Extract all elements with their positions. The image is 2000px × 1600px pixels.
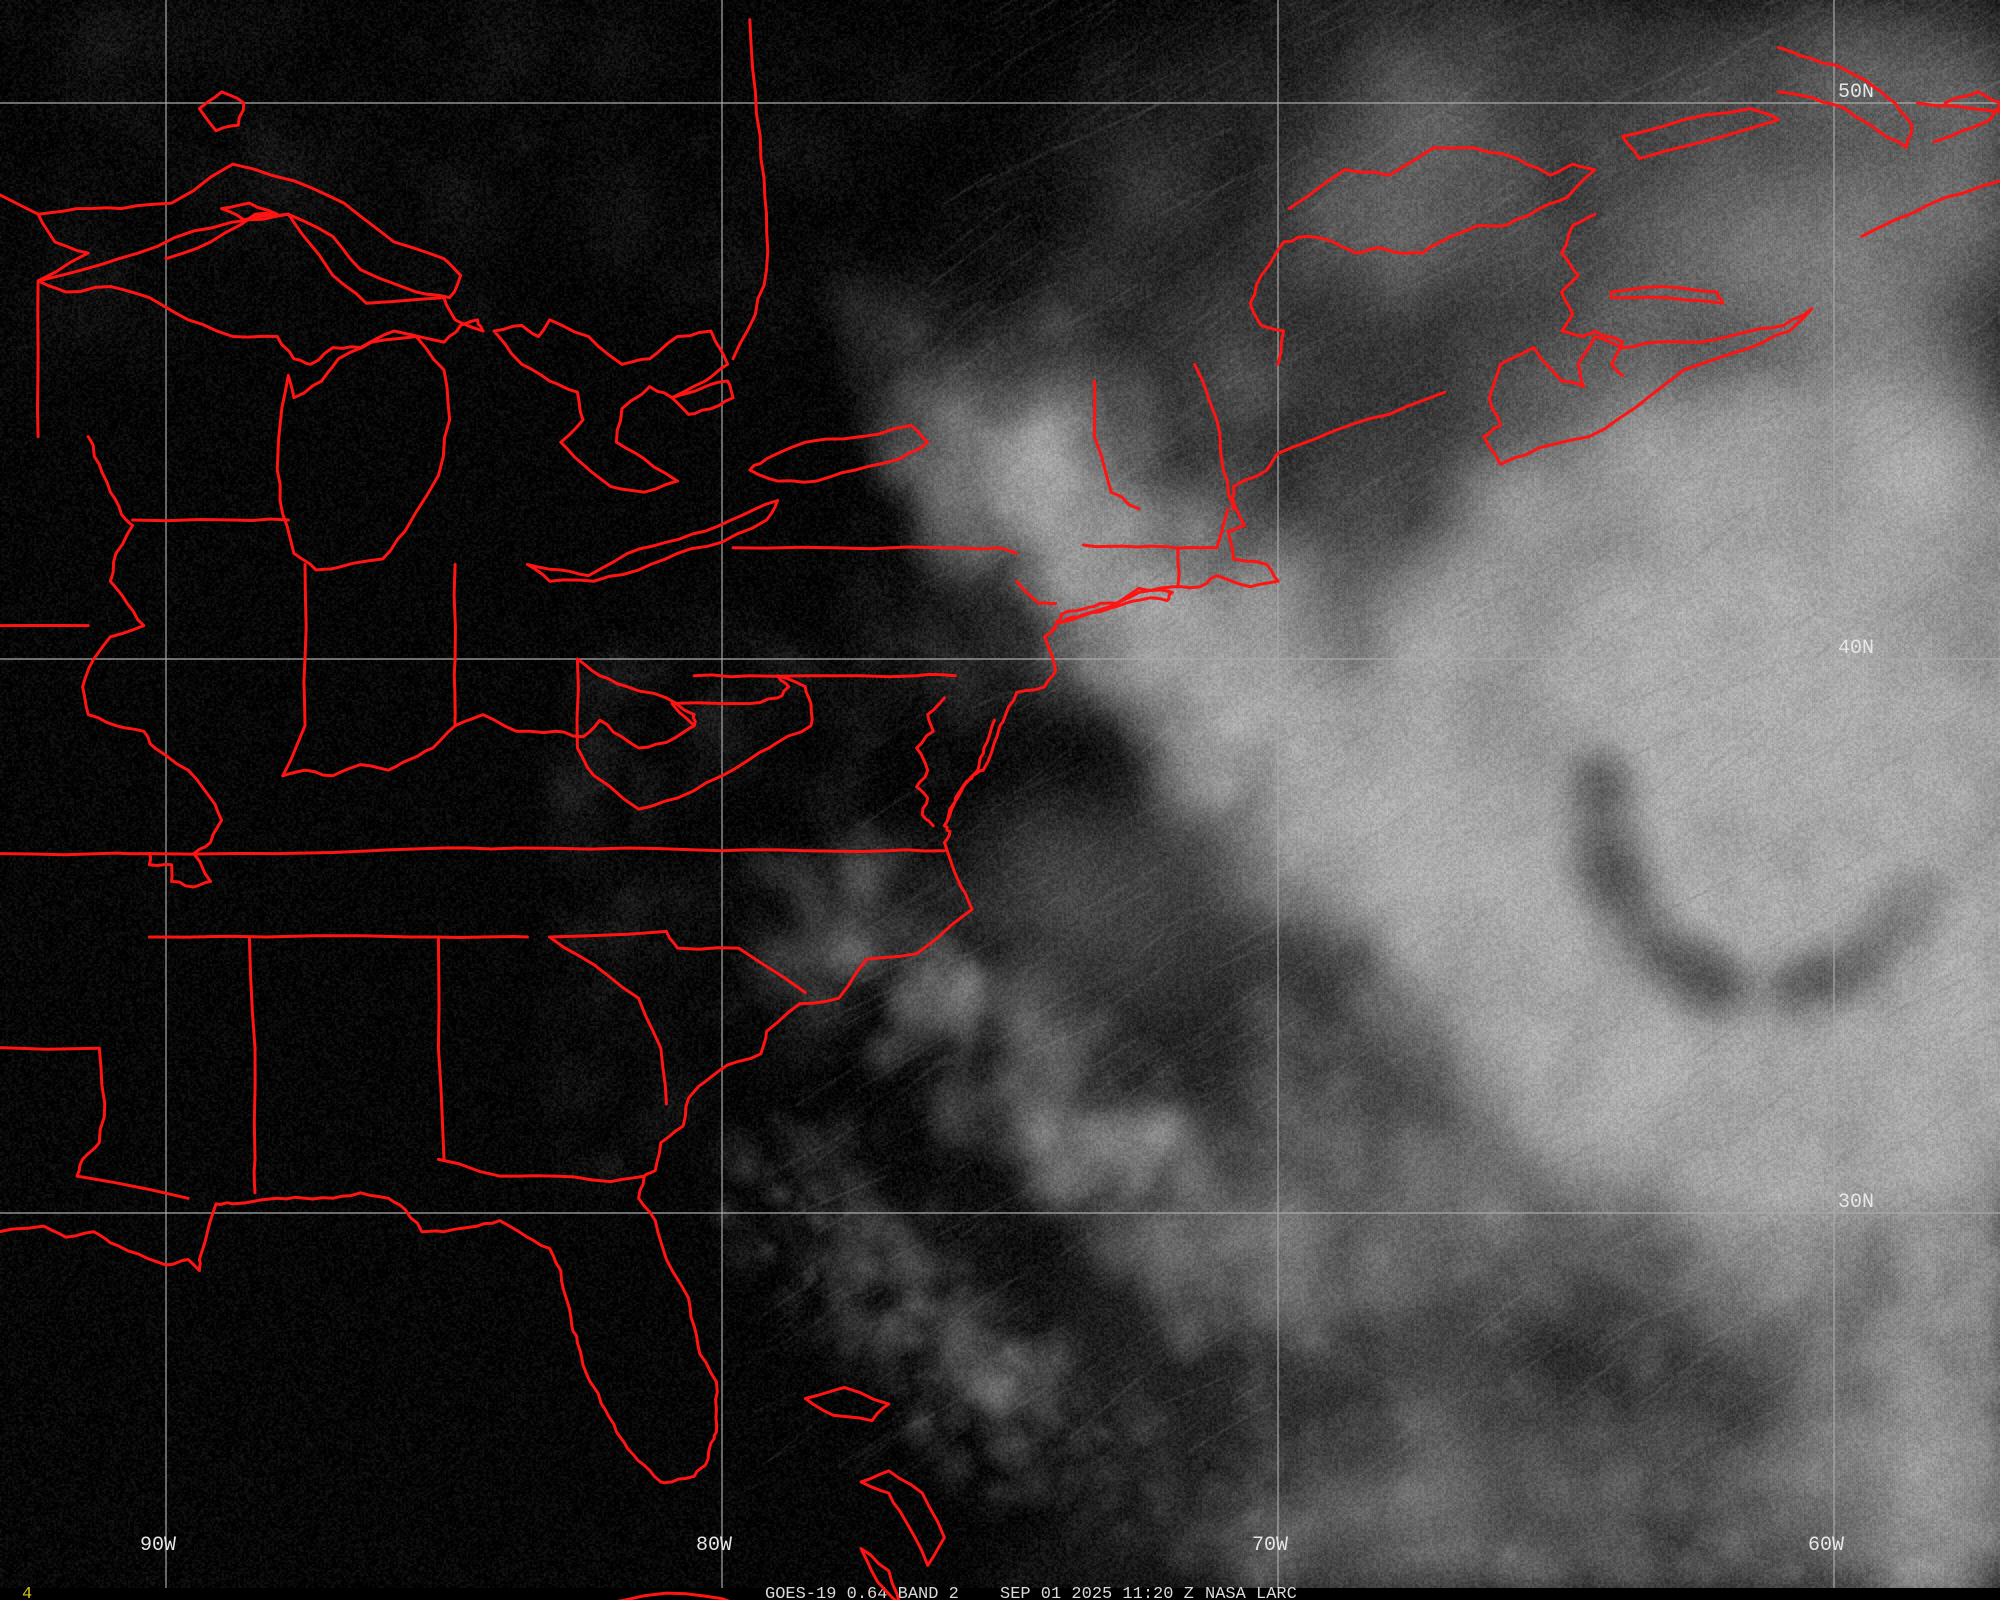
svg-text:SEP 01 2025 11:20 Z: SEP 01 2025 11:20 Z bbox=[1000, 1585, 1194, 1600]
svg-text:80W: 80W bbox=[696, 1534, 732, 1557]
svg-text:30N: 30N bbox=[1838, 1191, 1874, 1214]
svg-text:NASA LARC: NASA LARC bbox=[1205, 1585, 1297, 1600]
svg-text:70W: 70W bbox=[1252, 1534, 1288, 1557]
svg-text:4: 4 bbox=[22, 1585, 32, 1600]
svg-text:60W: 60W bbox=[1808, 1534, 1844, 1557]
svg-text:40N: 40N bbox=[1838, 637, 1874, 660]
svg-text:GOES-19 0.64 BAND 2: GOES-19 0.64 BAND 2 bbox=[765, 1585, 959, 1600]
svg-text:90W: 90W bbox=[140, 1534, 176, 1557]
